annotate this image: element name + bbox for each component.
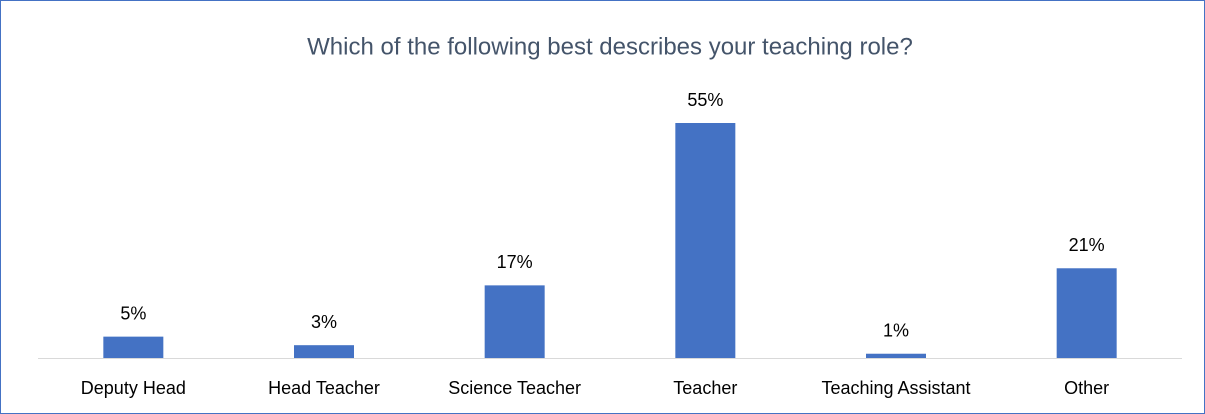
x-tick-label: Science Teacher	[448, 378, 581, 398]
data-label: 55%	[687, 90, 723, 110]
bar	[675, 123, 736, 358]
x-tick-label: Teacher	[673, 378, 737, 398]
data-label: 1%	[883, 320, 909, 340]
bar	[294, 345, 354, 358]
x-tick-label: Head Teacher	[268, 378, 380, 398]
data-label: 3%	[311, 312, 337, 332]
bar	[1056, 268, 1117, 358]
bar	[866, 353, 926, 358]
x-tick-label: Deputy Head	[81, 378, 186, 398]
x-tick-label: Other	[1064, 378, 1109, 398]
data-label: 5%	[120, 303, 146, 323]
data-label: 17%	[497, 252, 533, 272]
chart-title: Which of the following best describes yo…	[307, 33, 913, 60]
data-label: 21%	[1069, 235, 1105, 255]
bar	[103, 336, 164, 358]
bar	[484, 285, 545, 358]
x-tick-label: Teaching Assistant	[821, 378, 970, 398]
